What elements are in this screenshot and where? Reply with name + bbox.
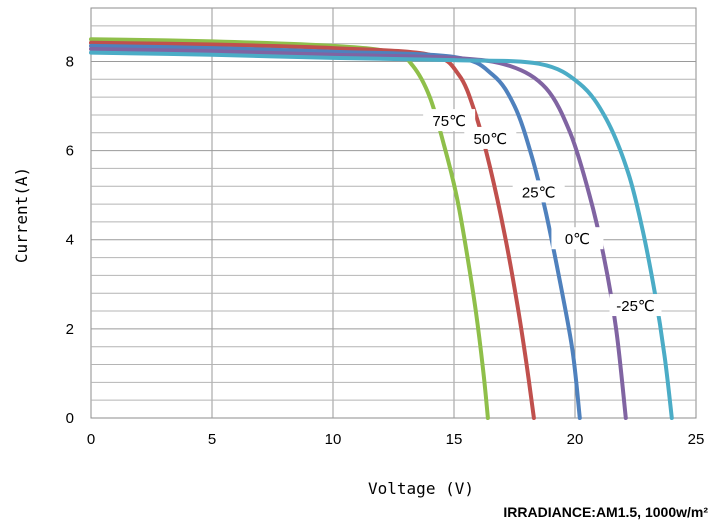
y-tick-label: 2 [66,321,74,338]
curve-label-background [423,109,476,132]
x-tick-label: 15 [446,431,463,448]
x-tick-label: 0 [87,431,95,448]
y-tick-label: 4 [66,232,74,249]
series-line [89,50,674,420]
series-layer [89,37,674,420]
curve-label-background [512,180,565,203]
curve-label: 50℃ [474,131,508,148]
curve-labels: 75℃ 50℃ 25℃ 0℃ -25℃ [423,109,662,317]
irradiance-note: IRRADIANCE:AM1.5, 1000w/m² [503,504,708,520]
series-line [89,40,536,420]
curve-label-background [464,126,517,149]
y-axis-title: Current(A) [12,167,31,263]
x-tick-label: 5 [208,431,216,448]
plot-area [90,7,697,419]
y-tick-label: 0 [66,410,74,427]
x-tick-label: 25 [688,431,705,448]
series-line [89,43,582,420]
x-tick-label: 20 [567,431,584,448]
series-line [89,37,490,420]
curve-label: -25℃ [616,298,655,315]
tick-labels: 0 5 10 15 20 25 0 2 4 6 8 [66,53,705,448]
y-tick-label: 6 [66,143,74,160]
series-line [89,47,628,420]
curve-label: 25℃ [522,184,556,201]
y-tick-label: 8 [66,53,74,70]
curve-label-background [609,294,662,317]
x-axis-title: Voltage (V) [368,479,474,498]
curve-label: 75℃ [432,113,466,130]
curve-label: 0℃ [565,231,590,248]
x-tick-label: 10 [325,431,342,448]
curve-label-background [551,227,604,250]
